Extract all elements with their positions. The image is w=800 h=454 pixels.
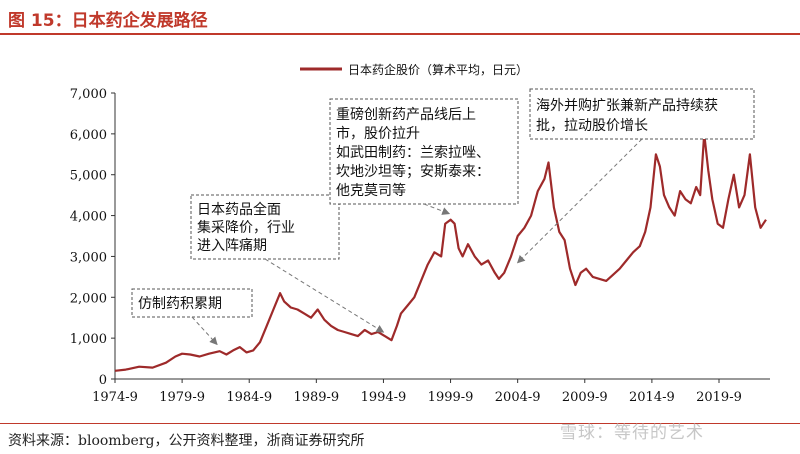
x-tick-label: 1984-9 [226,390,272,405]
annotation-text: 日本药品全面 [197,201,281,218]
x-tick-label: 2014-9 [629,390,675,405]
x-tick-label: 1999-9 [428,390,474,405]
series-marks [114,132,767,372]
annotation-text: 批，拉动股价增长 [536,118,648,134]
y-tick-label: 0 [99,373,107,388]
title-rule [0,33,800,35]
y-tick-label: 5,000 [70,169,107,184]
annotation-box [190,194,340,260]
axes: 0 1,000 2,000 3,000 4,000 5,000 6,000 7,000 1974… [70,87,770,405]
annotation-callout: 仿制药积累期 [131,288,253,346]
x-tick-label: 1979-9 [159,390,205,405]
x-tick-label: 1994-9 [361,390,407,405]
x-tick-label: 2004-9 [495,390,541,405]
y-tick-label: 2,000 [70,291,107,306]
annotation-arrow [264,258,385,333]
x-tick-label: 2009-9 [562,390,608,405]
annotation-text: 海外并购扩张兼新产品持续获 [536,97,718,114]
y-tick-label: 6,000 [70,128,107,143]
annotation-arrow [516,138,643,264]
y-tick-label: 4,000 [70,210,107,225]
y-tick-label: 1,000 [70,332,107,347]
series-line [114,132,767,372]
watermark: 雪球：等待的艺术 [560,423,704,443]
y-tick-label: 3,000 [70,250,107,265]
annotation-arrow [423,203,451,215]
annotation-box [329,98,519,205]
annotation-text: 如武田制药：兰索拉唑、 [336,144,490,161]
annotation-text: 市，股价拉升 [336,125,420,142]
annotation-text: 进入阵痛期 [197,237,267,254]
annotation-text: 仿制药积累期 [138,296,222,312]
annotation-text: 重磅创新药产品线后上 [336,106,476,123]
bottom-rule [0,423,800,424]
x-tick-label: 2019-9 [696,390,742,405]
annotation-box [131,288,253,318]
legend: 日本药企股价（算术平均，日元） [300,62,528,77]
annotation-arrow [191,316,218,346]
annotation-text: 坎地沙坦等；安斯泰来： [336,163,490,180]
y-tick-label: 7,000 [70,87,107,102]
annotation-text: 集采降价，行业 [197,219,295,236]
figure-title: 图 15：日本药企发展路径 [8,11,208,31]
annotation-text: 他克莫司等 [336,182,406,199]
legend-label: 日本药企股价（算术平均，日元） [348,62,528,77]
annotation-box [529,88,755,140]
x-tick-label: 1974-9 [92,390,138,405]
stock-price-chart: 0 1,000 2,000 3,000 4,000 5,000 6,000 7,000 1974… [70,62,770,405]
annotations: 仿制药积累期日本药品全面集采降价，行业进入阵痛期重磅创新药产品线后上市，股价拉升… [131,88,755,346]
x-tick-label: 1989-9 [293,390,339,405]
source-note: 资料来源：bloomberg，公开资料整理，浙商证券研究所 [8,433,365,449]
